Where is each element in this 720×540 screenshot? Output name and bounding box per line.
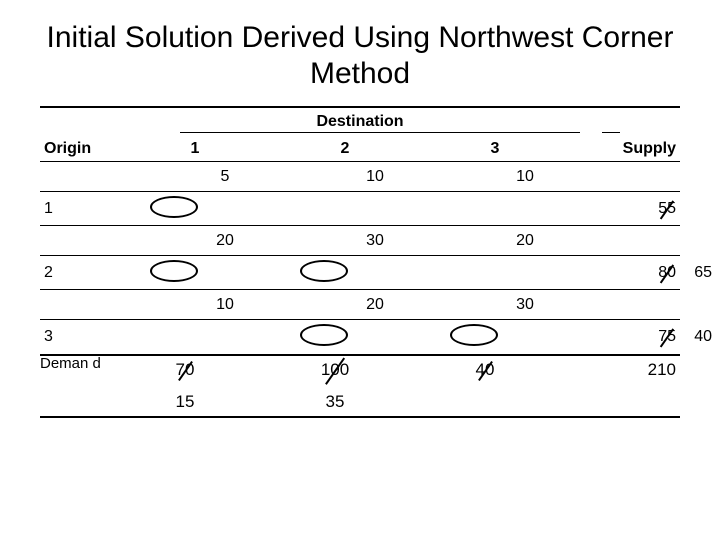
supply-1: 55: [658, 200, 676, 218]
col-header-3: 3: [420, 140, 570, 158]
destination-header: Destination: [316, 113, 403, 131]
supply-3: 75: [658, 328, 676, 346]
demand-3: 40: [476, 360, 495, 380]
rule: [602, 132, 620, 133]
demand-2-remaining: 35: [260, 392, 410, 414]
demand-section: Deman d 70 100 40 210 15 35: [40, 356, 680, 418]
cost-3-1: 10: [205, 296, 245, 314]
cost-3-2: 20: [355, 296, 395, 314]
col-header-1: 1: [120, 140, 270, 158]
allocation-circle: [150, 196, 198, 218]
origin-label-3: 3: [40, 328, 120, 346]
origin-header: Origin: [40, 140, 120, 158]
origin-label-1: 1: [40, 200, 120, 218]
cost-2-2: 30: [355, 232, 395, 250]
demand-total: 210: [560, 356, 680, 380]
supply-3-remaining: 40: [694, 328, 712, 346]
allocation-circle: [450, 324, 498, 346]
cost-2-3: 20: [505, 232, 545, 250]
allocation-circle: [300, 260, 348, 282]
allocation-circle: [300, 324, 348, 346]
allocation-circle: [150, 260, 198, 282]
origin-label-2: 2: [40, 264, 120, 282]
cost-3-3: 30: [505, 296, 545, 314]
demand-1: 70: [176, 360, 195, 380]
rule: [180, 132, 580, 133]
supply-header: Supply: [570, 140, 680, 158]
demand-2: 100: [321, 360, 349, 380]
supply-2: 80: [658, 264, 676, 282]
rule: [40, 416, 680, 418]
page-title: Initial Solution Derived Using Northwest…: [40, 20, 680, 92]
demand-header: Deman d: [40, 356, 110, 372]
col-header-2: 2: [270, 140, 420, 158]
cost-1-1: 5: [205, 168, 245, 186]
cost-1-3: 10: [505, 168, 545, 186]
cost-2-1: 20: [205, 232, 245, 250]
demand-1-remaining: 15: [110, 392, 260, 414]
cost-1-2: 10: [355, 168, 395, 186]
supply-2-remaining: 65: [694, 264, 712, 282]
transportation-table: Destination Origin 1 2 3 Supply 5 10 10 …: [40, 106, 680, 356]
